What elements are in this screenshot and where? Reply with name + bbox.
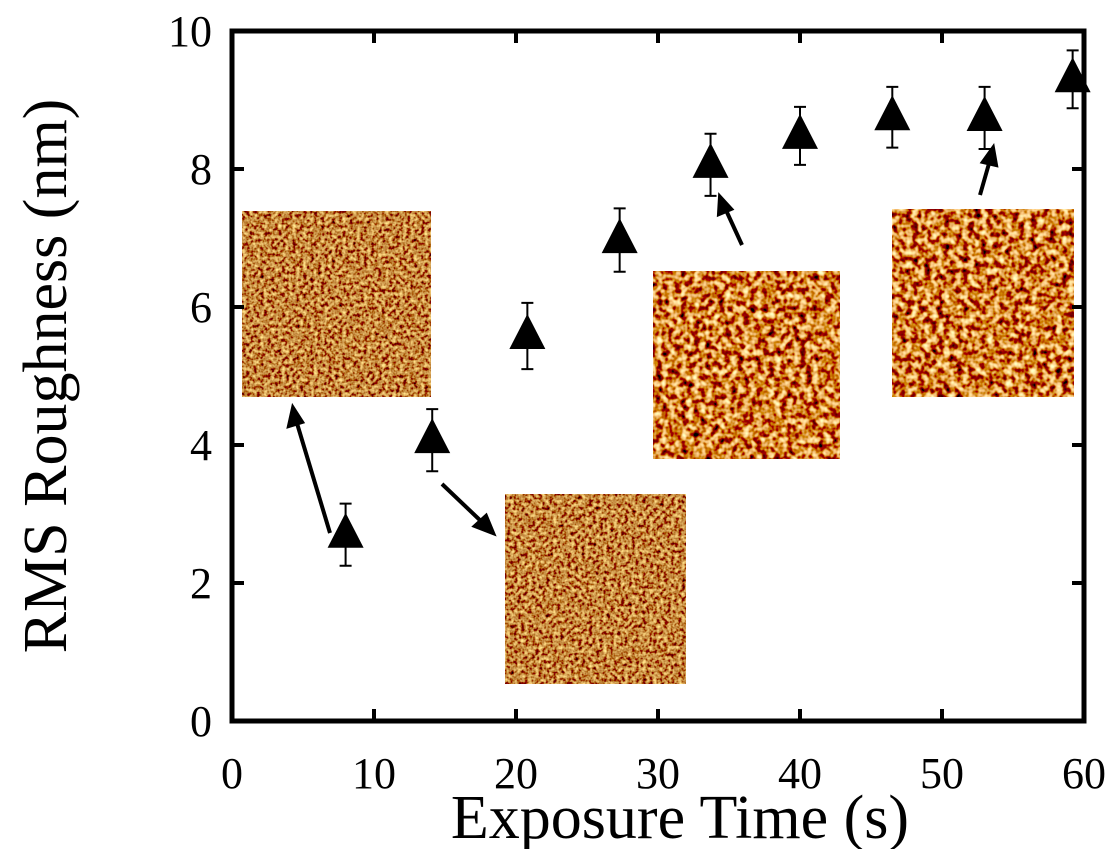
- marker: [692, 142, 729, 178]
- x-axis-title: Exposure Time (s): [451, 784, 909, 849]
- arrow: [978, 159, 992, 196]
- arrow: [440, 482, 486, 526]
- x-tick-label: 30: [636, 749, 680, 798]
- x-tick-label: 40: [778, 749, 822, 798]
- arrow: [294, 419, 332, 534]
- marker: [601, 218, 638, 254]
- marker: [874, 95, 911, 131]
- y-tick-label: 8: [190, 145, 212, 194]
- arrow-head: [716, 192, 735, 218]
- arrows: [286, 142, 999, 537]
- marker: [327, 512, 364, 548]
- y-tick-label: 6: [190, 283, 212, 332]
- y-tick-label: 0: [190, 697, 212, 746]
- marker: [414, 418, 451, 454]
- afm-image: [892, 209, 1074, 397]
- afm-image: [653, 271, 840, 459]
- y-tick-label: 2: [190, 559, 212, 608]
- x-tick-label: 50: [920, 749, 964, 798]
- marker: [966, 95, 1003, 131]
- y-tick-label: 10: [168, 7, 212, 56]
- afm-image: [505, 494, 686, 684]
- x-tick-label: 0: [221, 749, 243, 798]
- marker: [1054, 57, 1091, 93]
- x-tick-label: 10: [352, 749, 396, 798]
- x-tick-label: 60: [1062, 749, 1106, 798]
- marker: [782, 113, 818, 149]
- marker: [509, 313, 546, 349]
- arrow-head: [979, 142, 999, 168]
- arrow-head: [286, 402, 306, 429]
- x-tick-label: 20: [494, 749, 538, 798]
- afm-insets: [242, 209, 1074, 684]
- y-axis-title: RMS Roughness (nm): [12, 99, 80, 654]
- y-tick-label: 4: [190, 421, 212, 470]
- afm-image: [242, 211, 431, 397]
- arrow-head: [471, 512, 497, 537]
- arrow: [723, 207, 744, 246]
